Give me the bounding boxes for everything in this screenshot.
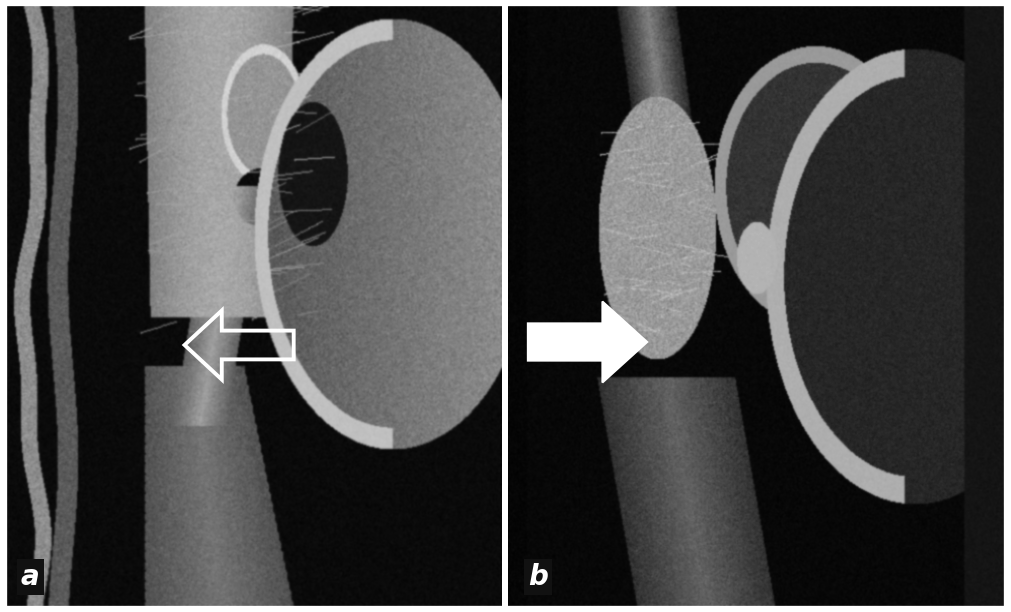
Text: b: b: [528, 563, 548, 591]
FancyArrow shape: [528, 302, 647, 382]
Text: a: a: [21, 563, 39, 591]
